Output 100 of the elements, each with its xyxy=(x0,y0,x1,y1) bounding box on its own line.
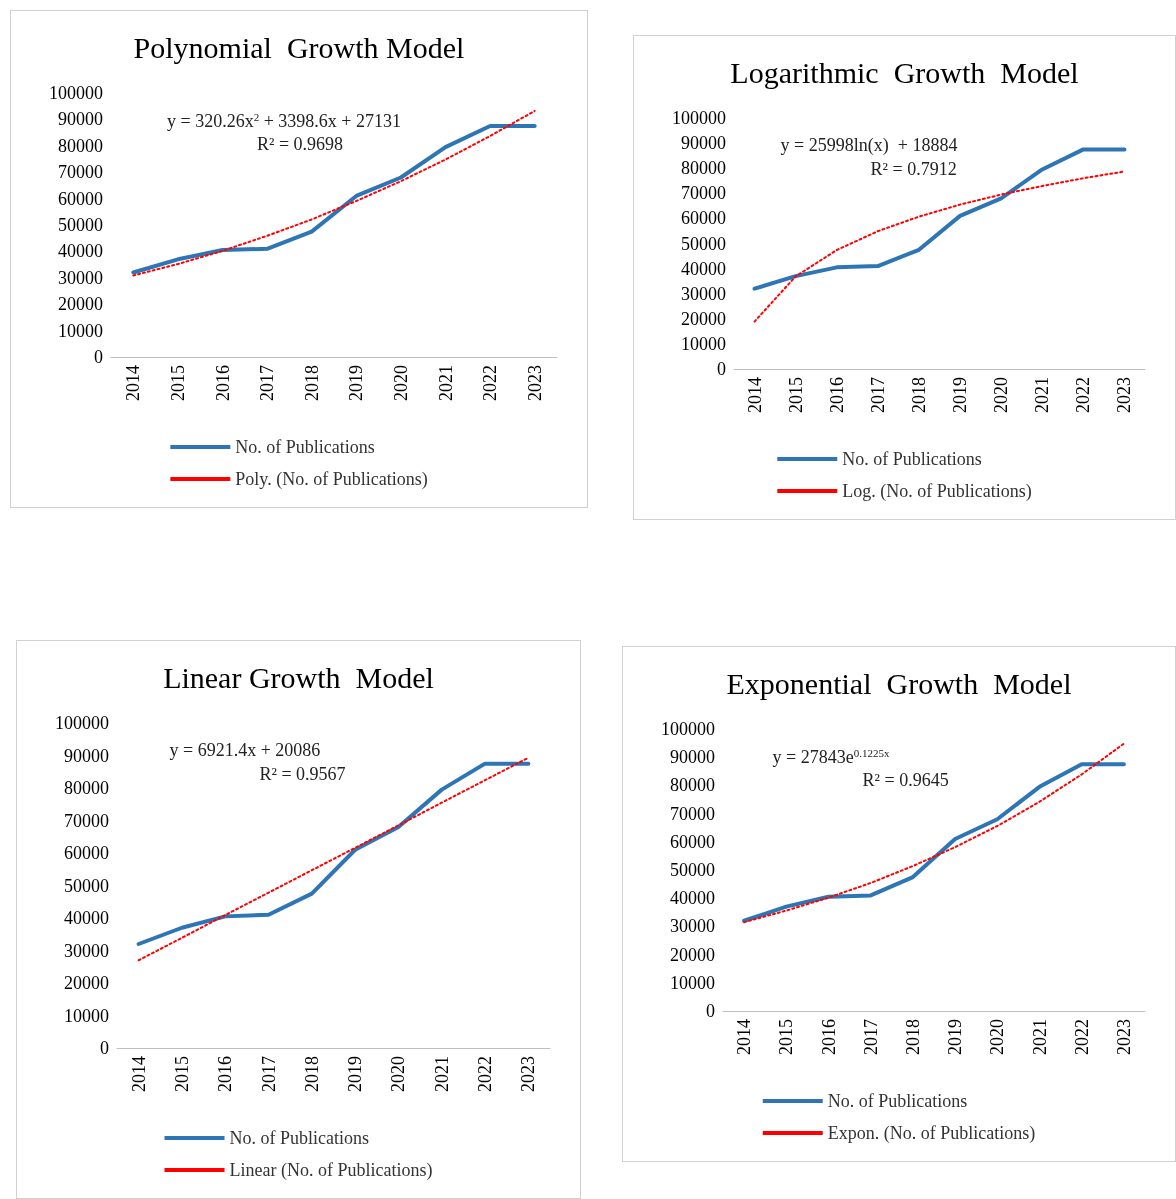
x-tick-label: 2016 xyxy=(215,1056,236,1092)
x-tick-label: 2018 xyxy=(902,1019,923,1055)
legend-label: No. of Publications xyxy=(235,437,375,457)
y-tick-label: 70000 xyxy=(681,183,726,204)
y-tick-label: 60000 xyxy=(681,208,726,229)
y-tick-label: 10000 xyxy=(58,320,103,341)
x-tick-label: 2019 xyxy=(950,377,971,413)
y-tick-label: 80000 xyxy=(64,778,109,798)
x-tick-label: 2017 xyxy=(258,1056,279,1092)
x-tick-label: 2018 xyxy=(301,1056,322,1092)
y-tick-label: 100000 xyxy=(661,719,715,739)
x-tick-label: 2018 xyxy=(908,377,929,413)
x-tick-label: 2014 xyxy=(734,1019,755,1055)
y-tick-label: 80000 xyxy=(58,135,103,156)
y-tick-label: 40000 xyxy=(681,258,726,279)
y-tick-label: 80000 xyxy=(681,158,726,179)
y-tick-label: 50000 xyxy=(64,875,109,896)
x-tick-label: 2018 xyxy=(301,365,322,401)
chart-title: Exponential Growth Model xyxy=(726,666,1072,700)
annotation: R² = 0.7912 xyxy=(870,159,957,179)
y-tick-label: 20000 xyxy=(681,308,726,329)
x-tick-label: 2016 xyxy=(212,365,233,401)
y-tick-label: 70000 xyxy=(670,803,715,824)
annotation: y = 6921.4x + 20086 xyxy=(169,740,321,760)
legend-label: No. of Publications xyxy=(229,1128,370,1148)
y-tick-label: 0 xyxy=(717,359,726,379)
legend-label: No. of Publications xyxy=(827,1091,968,1111)
y-tick-label: 0 xyxy=(100,1038,109,1058)
y-tick-label: 80000 xyxy=(670,775,715,796)
y-tick-label: 70000 xyxy=(64,810,109,831)
annotation: R² = 0.9698 xyxy=(257,134,344,154)
legend-label: Log. (No. of Publications) xyxy=(842,481,1032,502)
chart-title: Linear Growth Model xyxy=(163,660,434,694)
x-tick-label: 2023 xyxy=(524,365,545,401)
x-tick-label: 2023 xyxy=(1113,1019,1134,1055)
legend-label: No. of Publications xyxy=(842,449,982,469)
x-tick-label: 2019 xyxy=(345,1056,366,1092)
x-tick-label: 2017 xyxy=(867,377,888,413)
x-tick-label: 2022 xyxy=(1073,377,1094,413)
x-tick-label: 2016 xyxy=(826,377,847,413)
x-tick-label: 2019 xyxy=(945,1019,966,1055)
x-tick-label: 2020 xyxy=(987,1019,1008,1055)
x-tick-label: 2014 xyxy=(128,1056,149,1092)
y-tick-label: 70000 xyxy=(58,162,103,183)
x-tick-label: 2020 xyxy=(991,377,1012,413)
y-tick-label: 30000 xyxy=(64,940,109,961)
y-tick-label: 90000 xyxy=(681,133,726,154)
x-tick-label: 2022 xyxy=(1071,1019,1092,1055)
y-tick-label: 30000 xyxy=(681,283,726,304)
y-tick-label: 0 xyxy=(94,347,103,367)
y-tick-label: 50000 xyxy=(670,860,715,880)
x-tick-label: 2015 xyxy=(776,1019,797,1055)
y-tick-label: 0 xyxy=(706,1001,715,1021)
y-tick-label: 10000 xyxy=(681,333,726,354)
x-tick-label: 2017 xyxy=(257,365,278,401)
y-tick-label: 50000 xyxy=(681,233,726,254)
y-tick-label: 10000 xyxy=(670,972,715,993)
annotation: R² = 0.9645 xyxy=(862,770,949,790)
x-tick-label: 2014 xyxy=(744,377,765,413)
y-tick-label: 60000 xyxy=(64,843,109,863)
x-tick-label: 2019 xyxy=(346,365,367,401)
annotation: y = 25998ln(x) + 18884 xyxy=(780,135,958,156)
y-tick-label: 40000 xyxy=(64,908,109,928)
y-tick-label: 30000 xyxy=(670,916,715,937)
x-tick-label: 2021 xyxy=(435,365,456,401)
x-tick-label: 2021 xyxy=(1029,1019,1050,1055)
legend-label: Expon. (No. of Publications) xyxy=(827,1123,1036,1144)
x-tick-label: 2017 xyxy=(860,1019,881,1055)
x-tick-label: 2016 xyxy=(818,1019,839,1055)
x-tick-label: 2015 xyxy=(171,1056,192,1092)
y-tick-label: 20000 xyxy=(64,973,109,993)
y-tick-label: 90000 xyxy=(64,745,109,766)
y-tick-label: 40000 xyxy=(670,888,715,909)
y-tick-label: 100000 xyxy=(55,713,109,733)
annotation: R² = 0.9567 xyxy=(259,764,346,784)
y-tick-label: 20000 xyxy=(670,944,715,965)
y-tick-label: 60000 xyxy=(670,831,715,852)
y-tick-label: 40000 xyxy=(58,241,103,262)
y-tick-label: 50000 xyxy=(58,215,103,235)
chart-title: Polynomial Growth Model xyxy=(133,30,465,64)
y-tick-label: 100000 xyxy=(49,83,103,103)
x-tick-label: 2015 xyxy=(167,365,188,401)
x-tick-label: 2023 xyxy=(518,1056,539,1092)
y-tick-label: 20000 xyxy=(58,294,103,315)
x-tick-label: 2023 xyxy=(1114,377,1135,413)
y-tick-label: 10000 xyxy=(64,1005,109,1026)
y-tick-label: 100000 xyxy=(672,108,726,128)
x-tick-label: 2014 xyxy=(123,365,144,401)
legend-label: Poly. (No. of Publications) xyxy=(235,469,428,490)
x-tick-label: 2020 xyxy=(390,365,411,401)
y-tick-label: 90000 xyxy=(670,747,715,768)
legend-label: Linear (No. of Publications) xyxy=(229,1160,433,1181)
x-tick-label: 2022 xyxy=(480,365,501,401)
y-tick-label: 90000 xyxy=(58,109,103,130)
x-tick-label: 2021 xyxy=(431,1056,452,1092)
x-tick-label: 2021 xyxy=(1032,377,1053,413)
chart-title: Logarithmic Growth Model xyxy=(730,55,1079,89)
x-tick-label: 2022 xyxy=(475,1056,496,1092)
x-tick-label: 2015 xyxy=(785,377,806,413)
y-tick-label: 60000 xyxy=(58,188,103,209)
